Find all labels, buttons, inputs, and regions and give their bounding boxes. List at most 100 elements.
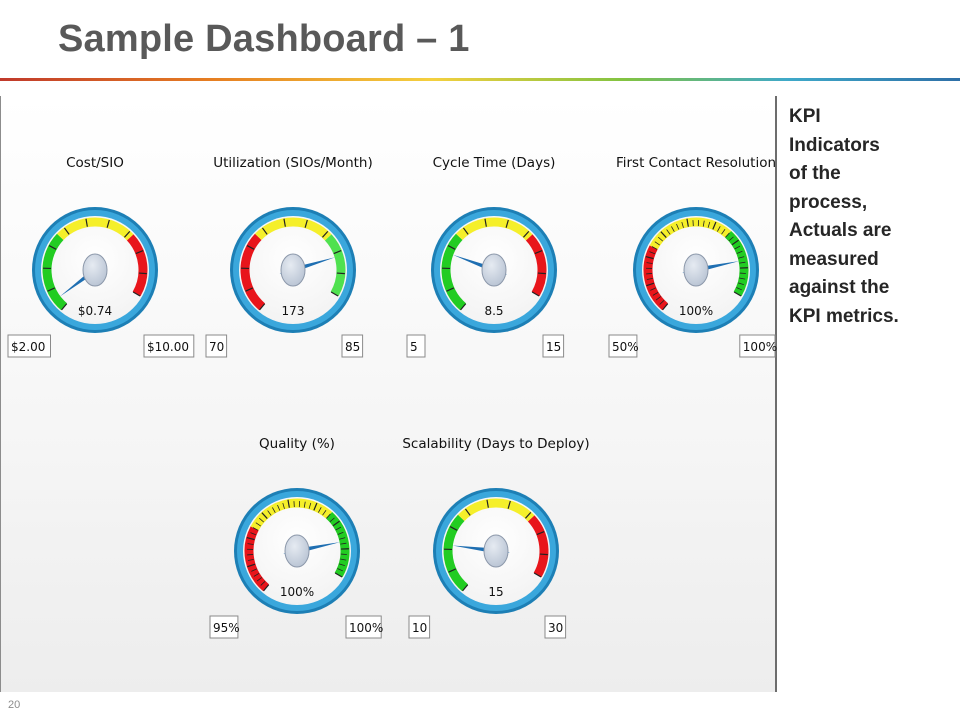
gauge-tick xyxy=(654,241,660,246)
gauge-tick xyxy=(135,249,144,255)
gauge-tick xyxy=(671,226,675,232)
kpi-description-line: process, xyxy=(789,191,868,213)
gauge-tick xyxy=(646,278,653,280)
gauge-hub xyxy=(683,253,709,287)
gauge-title: Quality (%) xyxy=(259,436,335,452)
gauge-tick xyxy=(460,303,467,311)
gauge-tick xyxy=(736,250,743,254)
gauge-tick xyxy=(260,580,266,586)
gauge-max-label: $10.00 xyxy=(147,340,189,354)
gauge-tick xyxy=(256,577,263,582)
gauge-band xyxy=(441,233,467,311)
gauge-tick xyxy=(61,303,68,311)
gauge-tick xyxy=(737,282,744,286)
gauge-tick xyxy=(486,499,489,508)
gauge-title: Cost/SIO xyxy=(66,155,124,171)
gauge-tick xyxy=(123,230,131,238)
gauge-tick xyxy=(646,282,655,287)
gauge-tick xyxy=(533,572,542,578)
gauge-tick xyxy=(337,568,344,572)
gauge-tick xyxy=(338,563,345,567)
gauge-max-box xyxy=(542,334,565,358)
gauge-band xyxy=(42,233,68,311)
gauge-tick xyxy=(253,572,260,577)
gauge-band xyxy=(527,515,549,578)
gauge-band xyxy=(240,233,266,311)
slide-title: Sample Dashboard – 1 xyxy=(58,18,470,60)
kpi-gauge: Quality (%) 100% 95% 100% xyxy=(209,436,383,639)
gauge-tick xyxy=(247,543,254,545)
gauge-tick xyxy=(449,526,458,531)
gauge-band xyxy=(254,217,332,241)
gauge-tick xyxy=(728,236,734,242)
gauge-tick xyxy=(734,245,741,250)
kpi-description-line: KPI metrics. xyxy=(789,305,899,327)
gauge-tick xyxy=(686,218,689,227)
gauge-tick xyxy=(534,249,543,255)
gauge-max-box xyxy=(341,334,364,358)
gauge-tick xyxy=(282,502,285,509)
gauge-tick xyxy=(261,227,268,235)
gauge-tick xyxy=(645,255,654,260)
gauge-tick xyxy=(267,510,272,516)
kpi-gauge: Utilization (SIOs/Month) 173 70 85 xyxy=(205,155,373,358)
gauge-tick xyxy=(707,221,711,228)
gauge-tick xyxy=(446,287,455,292)
gauge-band xyxy=(443,514,469,592)
gauge-tick xyxy=(334,572,343,578)
gauge-band xyxy=(324,234,346,297)
gauge-tick xyxy=(272,507,276,513)
gauge-tick xyxy=(676,223,680,230)
gauge-tick xyxy=(258,517,265,523)
gauge-max-box xyxy=(544,615,567,639)
gauge-band xyxy=(56,217,134,241)
gauge-max-label: 30 xyxy=(548,621,563,635)
page-number: 20 xyxy=(8,699,21,711)
gauge-tick xyxy=(336,272,345,275)
gauge-tick xyxy=(332,520,340,527)
gauge-max-label: 15 xyxy=(546,340,561,354)
gauge-max-label: 100% xyxy=(349,621,383,635)
gauge-min-label: $2.00 xyxy=(11,340,45,354)
gauge-tick xyxy=(536,530,545,536)
kpi-description-line: against the xyxy=(789,277,890,298)
kpi-gauge: Cycle Time (Days) 8.5 5 15 xyxy=(406,155,565,358)
gauge-tick xyxy=(326,513,331,519)
gauge-tick xyxy=(657,236,664,242)
gauge-max-box xyxy=(143,334,195,358)
gauge-min-box xyxy=(408,615,431,639)
gauge-tick xyxy=(539,553,548,556)
gauge-title: Utilization (SIOs/Month) xyxy=(213,155,373,171)
gauge-min-box xyxy=(406,334,426,358)
dashboard-panel xyxy=(0,96,777,692)
gauge-tick xyxy=(712,221,717,230)
gauge-tick xyxy=(259,303,266,311)
gauge-tick xyxy=(247,559,254,561)
gauge-hub xyxy=(284,534,310,568)
gauge-tick xyxy=(340,542,347,545)
gauge-title: Cycle Time (Days) xyxy=(433,155,556,171)
gauge-tick xyxy=(333,249,342,255)
title-accent-rule xyxy=(0,78,960,81)
gauge-band xyxy=(455,217,533,241)
gauge-hub xyxy=(280,253,306,287)
gauge-tick xyxy=(313,502,318,511)
gauge-tick xyxy=(321,230,329,238)
gauge-min-box xyxy=(209,615,239,639)
kpi-description-line: Indicators xyxy=(789,134,880,156)
gauge-value: 100% xyxy=(280,585,314,599)
gauge-tick xyxy=(283,218,286,227)
gauge-tick xyxy=(651,246,658,250)
kpi-gauge: Scalability (Days to Deploy) 15 10 30 xyxy=(402,436,590,639)
gauge-min-label: 70 xyxy=(209,340,224,354)
gauge-tick xyxy=(660,231,667,238)
gauge-tick xyxy=(505,219,509,228)
gauge-tick xyxy=(739,261,746,264)
gauge-tick xyxy=(662,303,669,311)
gauge-tick xyxy=(252,527,259,531)
gauge-tick xyxy=(448,568,457,573)
gauge-title: Scalability (Days to Deploy) xyxy=(402,436,589,452)
gauge-tick xyxy=(462,584,469,592)
gauge-tick xyxy=(464,508,471,516)
